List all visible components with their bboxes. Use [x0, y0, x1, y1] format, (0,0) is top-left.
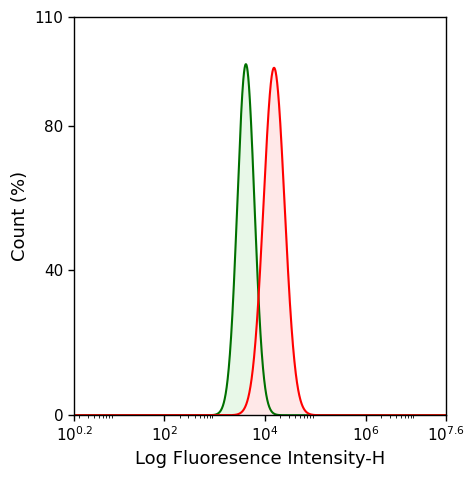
X-axis label: Log Fluoresence Intensity-H: Log Fluoresence Intensity-H: [135, 450, 385, 468]
Y-axis label: Count (%): Count (%): [11, 171, 29, 261]
